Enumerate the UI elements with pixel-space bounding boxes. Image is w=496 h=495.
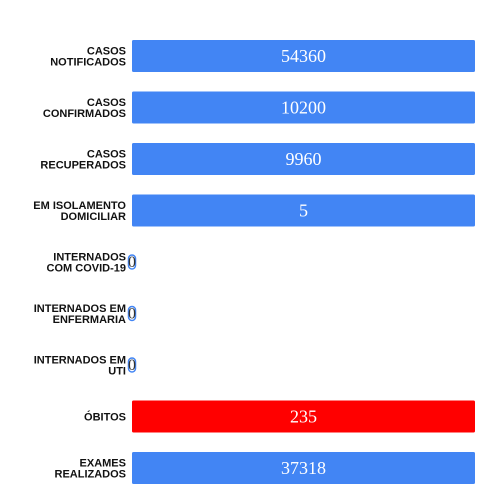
bar (132, 40, 475, 72)
category-label: EM ISOLAMENTO DOMICILIAR (33, 200, 126, 223)
value-label: 0 (128, 357, 136, 374)
bar (132, 194, 475, 227)
value-label: 10200 (281, 98, 326, 118)
category-label: INTERNADOS COM COVID-19 (47, 252, 126, 275)
value-label: 54360 (281, 46, 326, 66)
bar (127, 254, 137, 270)
category-label: CASOS CONFIRMADOS (43, 97, 126, 120)
value-label: 5 (299, 201, 308, 221)
category-label: EXAMES REALIZADOS (55, 458, 127, 481)
value-label: 37318 (281, 458, 326, 478)
category-label: CASOS NOTIFICADOS (50, 46, 126, 69)
bar (132, 143, 475, 175)
category-label: INTERNADOS EM UTI (34, 355, 126, 378)
value-label: 0 (128, 254, 136, 271)
bar (132, 400, 475, 433)
category-label: CASOS RECUPERADOS (40, 149, 126, 172)
bar (127, 305, 137, 322)
bar (132, 91, 475, 124)
bar (127, 357, 137, 373)
category-label: INTERNADOS EM ENFERMARIA (34, 303, 126, 326)
value-label: 0 (128, 306, 136, 323)
category-label: ÓBITOS (84, 411, 126, 424)
value-label: 235 (290, 407, 317, 427)
bar (132, 452, 475, 484)
value-label: 9960 (286, 149, 322, 169)
